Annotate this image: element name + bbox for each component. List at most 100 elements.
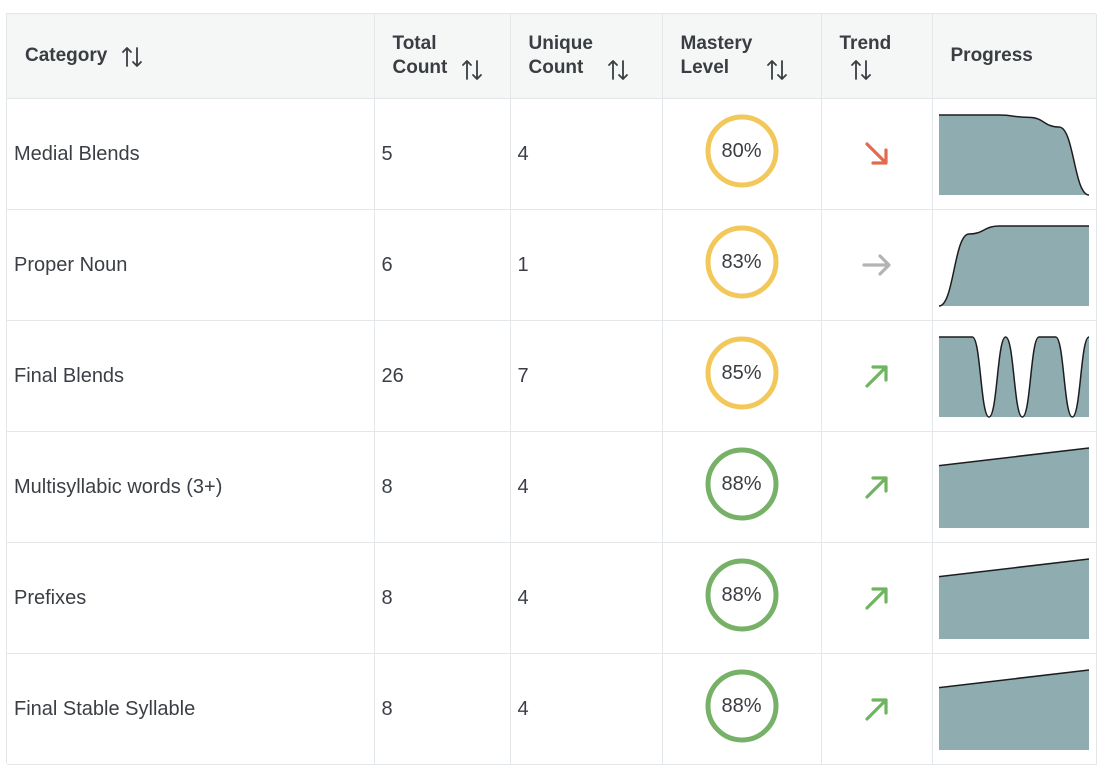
mastery-level-cell: 88%: [662, 653, 822, 765]
mastery-percent: 88%: [721, 584, 762, 606]
mastery-ring: 88%: [705, 669, 779, 743]
unique-count: 4: [517, 475, 529, 498]
mastery-percent: 83%: [721, 251, 762, 273]
unique-count: 1: [517, 253, 529, 276]
total-count-cell: 8: [374, 431, 511, 543]
mastery-ring: 88%: [705, 558, 779, 632]
unique-count-cell: 1: [510, 209, 663, 321]
table-row[interactable]: Final Stable Syllable 8 4 88%: [7, 653, 1097, 765]
trend-cell: [821, 653, 933, 765]
total-count-cell: 8: [374, 542, 511, 654]
progress-sparkline: [938, 558, 1089, 639]
arrow-up-right-icon: [864, 365, 888, 388]
category-name: Medial Blends: [14, 142, 140, 165]
mastery-level-cell: 80%: [662, 98, 822, 210]
mastery-ring-circle: [705, 114, 778, 188]
header-category[interactable]: Category: [7, 14, 375, 99]
arrow-up-right-icon: [864, 698, 888, 721]
category-name: Prefixes: [14, 586, 87, 609]
mastery-table-container: Category Total Count Unique Count Mastery L…: [6, 13, 1097, 765]
unique-count-cell: 4: [510, 98, 663, 210]
category-cell: Final Blends: [7, 320, 375, 432]
header-total-count[interactable]: Total Count: [374, 14, 511, 99]
progress-line: [938, 336, 1089, 418]
sort-icon[interactable]: [121, 45, 143, 67]
progress-area: [938, 670, 1089, 750]
mastery-percent: 85%: [721, 362, 762, 384]
progress-area: [938, 448, 1089, 528]
header-mastery-level[interactable]: Mastery Level: [662, 14, 822, 99]
unique-count: 7: [517, 364, 529, 387]
header-trend[interactable]: Trend: [821, 14, 933, 99]
table-row[interactable]: Medial Blends 5 4 80%: [7, 98, 1097, 210]
mastery-level-cell: 85%: [662, 320, 822, 432]
progress-sparkline: [938, 447, 1089, 528]
mastery-percent: 88%: [721, 473, 762, 495]
sort-icon[interactable]: [766, 58, 788, 80]
mastery-level-cell: 83%: [662, 209, 822, 321]
arrow-down-right-icon: [864, 142, 888, 165]
progress-line: [938, 114, 1089, 196]
trend-cell: [821, 98, 933, 210]
mastery-percent: 88%: [721, 695, 762, 717]
category-name: Final Stable Syllable: [14, 697, 196, 720]
total-count: 5: [381, 142, 393, 165]
progress-cell: [932, 209, 1097, 321]
unique-count: 4: [517, 586, 529, 609]
mastery-percent: 80%: [721, 140, 762, 162]
total-count: 26: [381, 364, 404, 387]
table-header-row: Category Total Count Unique Count Mastery L…: [7, 14, 1097, 99]
progress-cell: [932, 542, 1097, 654]
total-count-cell: 5: [374, 98, 511, 210]
progress-line: [938, 225, 1089, 307]
progress-cell: [932, 320, 1097, 432]
progress-sparkline: [938, 114, 1089, 196]
mastery-ring-circle: [705, 225, 778, 299]
table-row[interactable]: Multisyllabic words (3+) 8 4 88%: [7, 431, 1097, 543]
mastery-level-cell: 88%: [662, 542, 822, 654]
mastery-ring-circle: [705, 558, 778, 632]
table-row[interactable]: Prefixes 8 4 88%: [7, 542, 1097, 654]
unique-count: 4: [517, 697, 529, 720]
total-count-cell: 8: [374, 653, 511, 765]
header-unique-count-label: Unique Count: [528, 33, 593, 78]
header-progress: Progress: [932, 14, 1097, 99]
header-mastery-level-label: Mastery Level: [680, 33, 753, 78]
header-total-count-label: Total Count: [392, 33, 448, 78]
unique-count-cell: 4: [510, 542, 663, 654]
mastery-ring: 85%: [705, 336, 779, 410]
header-progress-label: Progress: [950, 45, 1033, 66]
trend-cell: [821, 542, 933, 654]
trend-cell: [821, 209, 933, 321]
progress-cell: [932, 431, 1097, 543]
mastery-ring: 80%: [705, 114, 779, 188]
unique-count: 4: [517, 142, 529, 165]
category-cell: Prefixes: [7, 542, 375, 654]
table-row[interactable]: Proper Noun 6 1 83%: [7, 209, 1097, 321]
category-name: Multisyllabic words (3+): [14, 475, 223, 498]
header-trend-label: Trend: [839, 33, 892, 54]
progress-cell: [932, 98, 1097, 210]
progress-line: [938, 558, 1089, 578]
progress-sparkline: [938, 669, 1089, 750]
table-row[interactable]: Final Blends 26 7 85%: [7, 320, 1097, 432]
sort-icon[interactable]: [850, 58, 872, 80]
mastery-ring: 83%: [705, 225, 779, 299]
mastery-ring: 88%: [705, 447, 779, 521]
progress-area: [938, 115, 1089, 195]
total-count: 8: [381, 586, 393, 609]
total-count: 8: [381, 475, 393, 498]
header-unique-count[interactable]: Unique Count: [510, 14, 663, 99]
arrow-up-right-icon: [864, 476, 888, 499]
category-cell: Multisyllabic words (3+): [7, 431, 375, 543]
mastery-level-cell: 88%: [662, 431, 822, 543]
sort-icon[interactable]: [461, 58, 483, 80]
progress-cell: [932, 653, 1097, 765]
unique-count-cell: 7: [510, 320, 663, 432]
mastery-ring-circle: [705, 447, 778, 521]
sort-icon[interactable]: [607, 58, 629, 80]
category-cell: Proper Noun: [7, 209, 375, 321]
progress-line: [938, 447, 1089, 467]
header-category-label: Category: [25, 45, 108, 66]
mastery-table: Category Total Count Unique Count Mastery L…: [7, 14, 1097, 765]
